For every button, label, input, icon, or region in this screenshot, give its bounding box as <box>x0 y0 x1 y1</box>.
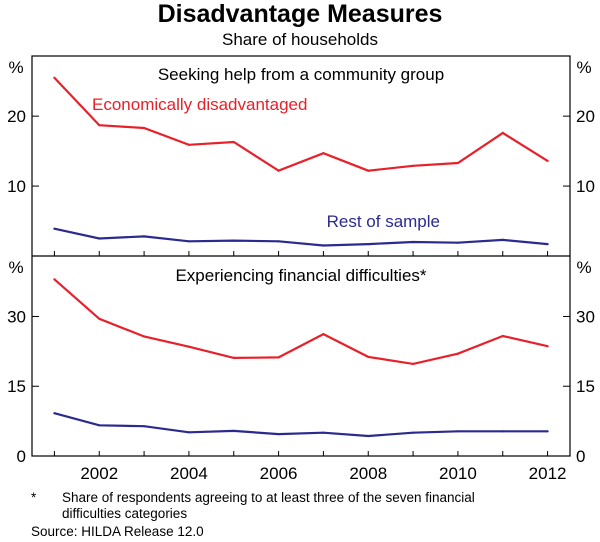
data-point <box>412 240 415 244</box>
data-point <box>546 159 549 162</box>
legend-label-rest-of-sample: Rest of sample <box>327 212 440 231</box>
series-line-rest-of-sample <box>54 227 548 247</box>
y-tick-label-right: 0 <box>576 447 585 466</box>
y-unit-label-left: % <box>8 58 23 77</box>
data-point <box>232 140 235 144</box>
panel-title: Experiencing financial difficulties* <box>175 266 426 285</box>
chart-subtitle: Share of households <box>222 30 378 49</box>
y-tick-label-left: 20 <box>7 107 26 126</box>
data-point <box>501 131 504 134</box>
y-unit-label-right: % <box>576 258 591 277</box>
y-tick-label-right: 10 <box>576 177 595 196</box>
data-point <box>412 164 415 167</box>
data-point <box>277 433 280 436</box>
data-point <box>501 334 504 338</box>
y-tick-label-left: 15 <box>7 377 26 396</box>
y-tick-label-right: 30 <box>576 307 595 326</box>
data-point <box>53 412 56 415</box>
series-line-economically-disadvantaged <box>53 278 548 366</box>
data-point <box>277 169 280 172</box>
data-point <box>322 244 325 247</box>
data-point <box>277 356 280 359</box>
x-tick-label: 2010 <box>439 464 477 483</box>
y-tick-label-right: 20 <box>576 107 595 126</box>
data-point <box>98 317 101 320</box>
data-point <box>456 352 459 355</box>
data-point <box>53 76 56 79</box>
x-tick-label: 2008 <box>349 464 387 483</box>
data-point <box>187 240 190 243</box>
footnote-marker: * <box>31 490 37 505</box>
source-note: Source: HILDA Release 12.0 <box>31 524 204 539</box>
legend-label-economically-disadvantaged: Economically disadvantaged <box>92 95 307 114</box>
data-point <box>367 169 370 172</box>
series-line-rest-of-sample <box>54 412 548 438</box>
series-line-economically-disadvantaged <box>53 76 549 172</box>
y-tick-label-left: 10 <box>7 177 26 196</box>
data-point <box>187 143 190 146</box>
data-point <box>412 431 415 434</box>
data-point <box>53 278 56 281</box>
data-point <box>456 430 459 433</box>
data-point <box>322 333 325 336</box>
data-point <box>412 362 415 365</box>
data-point <box>143 335 146 338</box>
data-point <box>143 235 146 238</box>
x-tick-label: 2012 <box>529 464 567 483</box>
data-point <box>546 345 549 348</box>
data-point <box>277 240 280 243</box>
x-tick-label: 2002 <box>80 464 118 483</box>
data-point <box>546 243 549 246</box>
y-tick-label-left: 30 <box>7 307 26 326</box>
data-point <box>232 239 235 242</box>
data-point <box>367 434 370 438</box>
data-point <box>546 430 549 433</box>
data-point <box>501 430 504 433</box>
data-point <box>187 431 190 434</box>
x-tick-label: 2004 <box>170 464 208 483</box>
panel-title: Seeking help from a community group <box>158 65 444 84</box>
data-point <box>98 424 101 427</box>
data-point <box>143 425 146 428</box>
data-point <box>98 237 101 240</box>
y-tick-label-left: 0 <box>17 447 26 466</box>
data-point <box>456 161 459 165</box>
data-point <box>232 429 235 432</box>
data-point <box>367 355 370 358</box>
y-tick-label-right: 15 <box>576 377 595 396</box>
data-point <box>232 356 235 359</box>
data-point <box>187 345 190 348</box>
y-unit-label-right: % <box>576 58 591 77</box>
data-point <box>53 227 56 230</box>
chart-title: Disadvantage Measures <box>157 0 443 28</box>
y-unit-label-left: % <box>8 258 23 277</box>
data-point <box>143 126 146 130</box>
data-point <box>367 243 370 246</box>
data-point <box>98 124 101 127</box>
data-point <box>322 152 325 155</box>
data-point <box>456 241 459 244</box>
data-point <box>322 431 325 434</box>
data-point <box>501 238 504 241</box>
footnote-text: Share of respondents agreeing to at leas… <box>62 490 475 521</box>
x-tick-label: 2006 <box>260 464 298 483</box>
